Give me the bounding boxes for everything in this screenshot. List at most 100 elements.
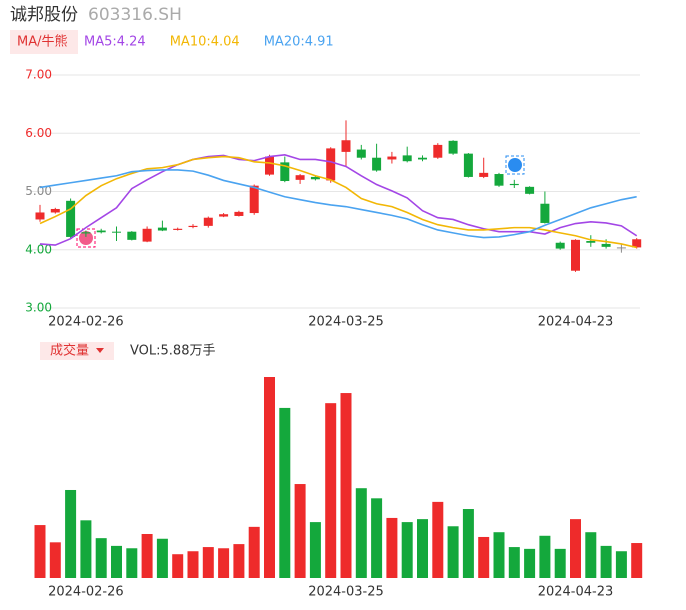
volume-bar	[524, 548, 536, 578]
candle-body	[372, 157, 382, 171]
candle-body	[494, 174, 504, 186]
volume-bar	[401, 522, 413, 578]
volume-bar	[264, 377, 275, 578]
candle-body	[310, 176, 320, 180]
candle-body	[509, 183, 519, 186]
candle-body	[433, 144, 443, 158]
candle-body	[341, 140, 351, 152]
volume-bar	[309, 522, 321, 578]
volume-bar	[80, 520, 92, 578]
volume-bar	[386, 517, 398, 578]
volume-bar	[371, 498, 383, 578]
volume-tag[interactable]: 成交量	[50, 343, 89, 359]
candle-body	[295, 175, 305, 180]
volume-bar	[49, 542, 61, 578]
legend-entry: MA20:4.91	[264, 35, 334, 50]
x-tick-label: 2024-04-23	[538, 585, 614, 600]
volume-bar	[279, 407, 291, 578]
marker-frame	[76, 228, 96, 248]
y-tick-label: 7.00	[25, 68, 52, 82]
volume-bar	[233, 544, 245, 578]
candle-body	[157, 227, 167, 231]
x-tick-label: 2024-02-26	[48, 315, 124, 330]
volume-bar	[156, 538, 168, 578]
volume-bar	[493, 532, 505, 578]
candle-body	[142, 228, 152, 242]
volume-label: VOL:5.88万手	[130, 344, 215, 359]
volume-bar	[294, 484, 306, 578]
volume-bar	[462, 509, 474, 578]
volume-bar	[600, 545, 612, 578]
dropdown-arrow[interactable]	[96, 348, 104, 353]
candle-body	[479, 172, 489, 177]
candle-body	[280, 162, 290, 182]
volume-bar	[202, 547, 214, 578]
volume-bar	[508, 547, 520, 578]
candle-body	[66, 200, 76, 237]
volume-bar	[539, 535, 551, 578]
candle-body	[219, 214, 229, 217]
volume-bar	[447, 526, 459, 578]
candle-body	[249, 185, 259, 214]
candle-body	[540, 203, 550, 223]
marker-frame	[505, 155, 525, 175]
candle-body	[632, 239, 642, 248]
volume-bar	[417, 519, 428, 578]
x-tick-label: 2024-03-25	[308, 315, 384, 330]
candle-body	[96, 230, 106, 233]
volume-bar	[95, 538, 107, 578]
x-tick-label: 2024-02-26	[48, 585, 124, 600]
candle-body	[586, 241, 596, 243]
volume-bar	[554, 548, 566, 578]
ma-line	[39, 153, 638, 246]
volume-bar	[187, 551, 199, 578]
candle-body	[173, 228, 183, 230]
volume-bar	[325, 403, 337, 578]
marker-dot	[508, 158, 522, 172]
volume-bar	[65, 489, 77, 578]
volume-bar	[111, 545, 122, 578]
candle-body	[555, 242, 565, 249]
candle-body	[265, 156, 274, 175]
candle-body	[616, 247, 626, 249]
candle-body	[326, 148, 336, 181]
ma-tag-bg	[10, 30, 78, 54]
candle-body	[35, 212, 45, 220]
candle-body	[127, 231, 137, 240]
legend-entry: MA5:4.24	[84, 35, 146, 50]
y-tick-label: 4.00	[25, 242, 52, 256]
volume-bar	[432, 501, 444, 578]
candle-body	[50, 208, 60, 213]
buy-marker	[76, 228, 96, 248]
volume-tag-bg	[40, 342, 114, 360]
candle-body	[418, 157, 427, 160]
candle-body	[81, 232, 91, 234]
ma-line	[39, 169, 637, 239]
x-tick-label: 2024-04-23	[538, 315, 614, 330]
candle-body	[188, 225, 198, 228]
candle-body	[234, 211, 244, 216]
marker-dot	[79, 231, 93, 245]
volume-bar	[615, 551, 627, 578]
volume-bar	[248, 526, 260, 578]
volume-bar	[141, 533, 153, 578]
candle-body	[463, 153, 473, 177]
candle-body	[356, 149, 366, 158]
chart-title: 诚邦股份	[10, 5, 78, 25]
candle-body	[402, 155, 412, 162]
volume-bar	[585, 532, 597, 578]
candle-body	[448, 140, 458, 154]
candle-body	[387, 156, 397, 160]
y-tick-label: 3.00	[25, 301, 52, 315]
stock-code: 603316.SH	[88, 5, 182, 25]
volume-bar	[355, 488, 367, 578]
volume-bar	[340, 393, 352, 578]
candle-body	[601, 243, 611, 247]
x-tick-label: 2024-03-25	[308, 585, 384, 600]
ma-tag[interactable]: MA/牛熊	[17, 34, 68, 50]
candle-body	[203, 217, 213, 226]
volume-bar	[570, 519, 581, 578]
y-tick-label: 5.00	[25, 184, 52, 198]
y-tick-label: 6.00	[25, 126, 52, 140]
